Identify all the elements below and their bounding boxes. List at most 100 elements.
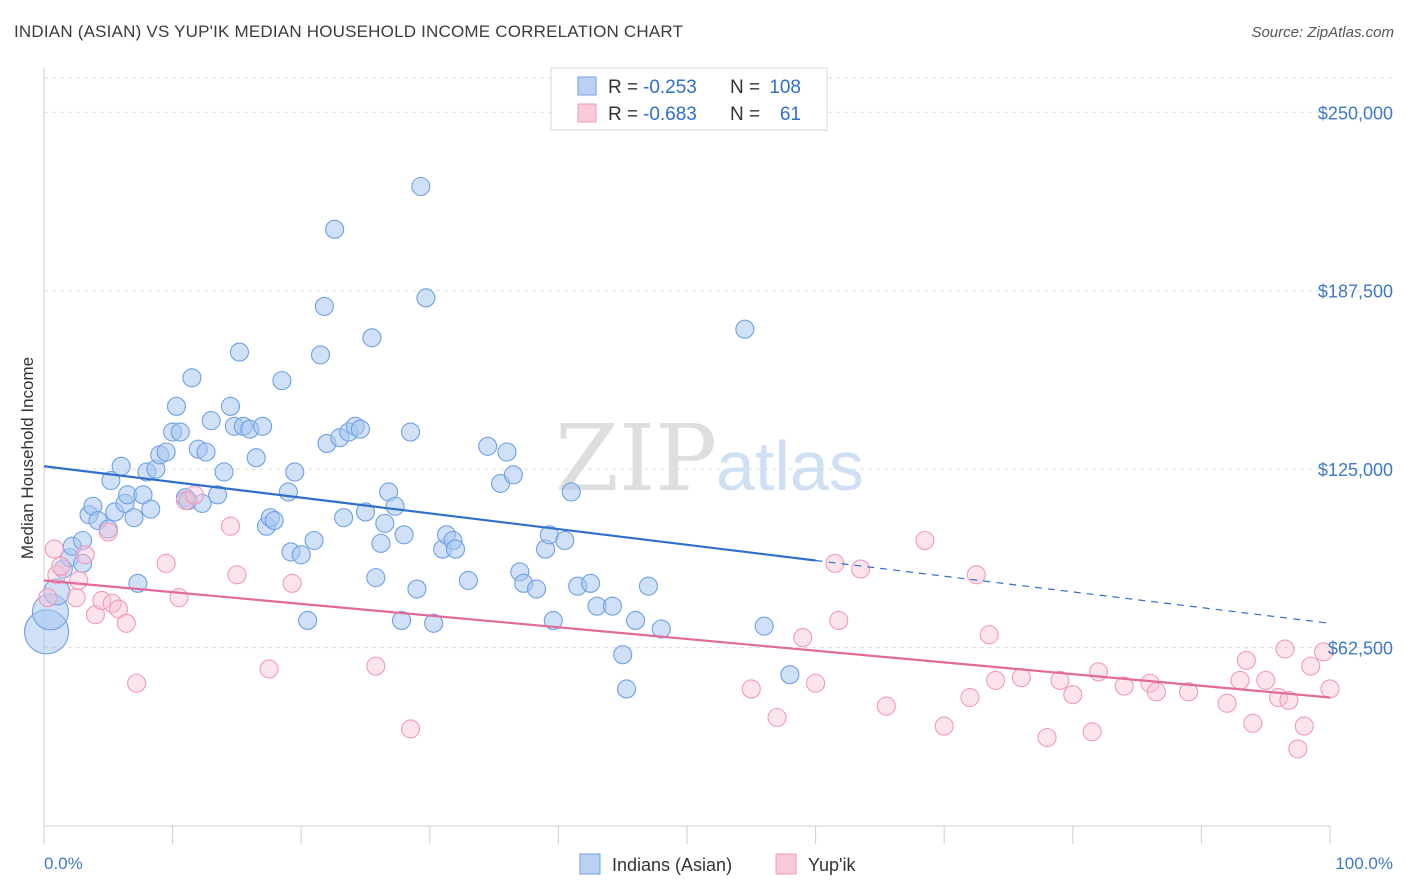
point-indians-75	[416, 288, 436, 308]
point-yupik-48	[1230, 670, 1250, 690]
point-indians-59	[334, 508, 354, 528]
bottom-legend-indians: Indians (Asian)	[612, 855, 732, 875]
point-indians-21	[141, 499, 161, 519]
point-yupik-24	[767, 707, 787, 728]
y-tick-label-3: $250,000	[1318, 103, 1393, 123]
axes	[43, 68, 1331, 844]
point-yupik-57	[1301, 656, 1321, 676]
point-indians-24	[156, 442, 176, 462]
point-yupik-35	[979, 625, 999, 645]
point-yupik-3	[66, 588, 86, 608]
point-indians-81	[458, 570, 478, 591]
point-yupik-5	[75, 545, 95, 565]
point-indians-42	[246, 448, 266, 468]
point-yupik-26	[806, 673, 826, 693]
point-indians-80	[445, 539, 466, 559]
point-indians-100	[626, 610, 646, 630]
point-indians-71	[394, 525, 414, 545]
point-yupik-28	[829, 610, 849, 630]
point-indians-99	[617, 679, 637, 699]
trend-line-indians-dashed	[815, 559, 1331, 624]
point-indians-39	[229, 342, 250, 362]
point-indians-57	[325, 219, 345, 239]
trend-line-indians	[43, 465, 816, 562]
point-indians-65	[366, 568, 386, 588]
x-tick-min: 0.0%	[44, 854, 83, 873]
y-tick-label-0: $62,500	[1328, 639, 1393, 659]
point-indians-64	[362, 328, 382, 348]
point-indians-62	[350, 419, 370, 439]
gridlines	[44, 77, 1395, 649]
point-indians-101	[638, 576, 658, 596]
point-indians-67	[375, 513, 395, 533]
point-indians-35	[208, 485, 228, 505]
point-yupik-18	[227, 565, 247, 585]
point-yupik-22	[400, 719, 421, 739]
point-yupik-40	[1063, 685, 1083, 705]
chart-title: INDIAN (ASIAN) VS YUP'IK MEDIAN HOUSEHOL…	[14, 22, 684, 41]
point-yupik-4	[69, 570, 89, 591]
point-yupik-55	[1288, 739, 1308, 759]
legend-n-value-1: 108	[769, 77, 801, 98]
point-yupik-54	[1279, 690, 1299, 710]
point-yupik-17	[220, 516, 241, 536]
point-yupik-51	[1256, 670, 1276, 690]
legend-n-label-1: N =	[730, 77, 760, 98]
point-indians-85	[503, 465, 523, 485]
series-legend: Indians (Asian) Yup'ik	[579, 853, 856, 875]
point-yupik-36	[986, 670, 1006, 690]
point-indians-50	[285, 462, 305, 482]
point-indians-74	[411, 176, 431, 197]
point-yupik-34	[966, 565, 986, 585]
point-indians-72	[400, 422, 421, 442]
point-indians-76	[424, 613, 444, 633]
point-yupik-45	[1146, 682, 1166, 702]
bottom-legend-swatch-pink	[775, 853, 797, 875]
point-yupik-15	[175, 490, 196, 511]
point-yupik-21	[366, 656, 386, 676]
point-indians-17	[124, 508, 144, 528]
point-yupik-43	[1114, 676, 1134, 696]
point-indians-36	[214, 462, 234, 482]
point-indians-43	[253, 416, 273, 436]
point-yupik-46	[1178, 682, 1199, 702]
point-indians-47	[272, 371, 292, 391]
legend-n-value-2: 61	[780, 104, 801, 125]
stats-legend: R = -0.253 N = 108 R = -0.683 N = 61	[550, 67, 828, 131]
point-yupik-29	[851, 559, 871, 579]
point-indians-97	[602, 596, 622, 616]
point-yupik-38	[1037, 727, 1057, 748]
point-indians-52	[298, 610, 318, 630]
point-indians-14	[111, 456, 131, 476]
point-yupik-23	[741, 679, 761, 699]
point-indians-7	[73, 530, 93, 551]
point-yupik-58	[1314, 642, 1334, 662]
legend-r-label-1: R =	[608, 77, 638, 98]
point-indians-48	[278, 482, 298, 502]
point-indians-93	[561, 482, 581, 502]
point-indians-105	[780, 665, 800, 685]
point-indians-88	[526, 579, 547, 599]
bottom-legend-yupik: Yup'ik	[808, 855, 856, 875]
point-indians-33	[196, 442, 216, 462]
point-indians-104	[754, 616, 774, 636]
point-yupik-2	[51, 556, 71, 576]
point-yupik-47	[1217, 693, 1237, 713]
point-indians-69	[385, 496, 405, 516]
point-yupik-33	[960, 687, 980, 708]
legend-r-value-1: -0.253	[643, 77, 697, 98]
point-yupik-20	[282, 573, 302, 593]
point-yupik-11	[116, 613, 136, 633]
y-tick-label-1: $125,000	[1318, 460, 1393, 480]
series-indians-asian	[24, 176, 800, 699]
point-indians-66	[371, 533, 391, 553]
point-indians-55	[314, 296, 334, 316]
point-indians-30	[182, 368, 202, 388]
point-indians-103	[735, 319, 755, 339]
point-yupik-13	[156, 553, 176, 573]
point-indians-27	[170, 422, 190, 442]
point-yupik-6	[85, 605, 105, 625]
point-yupik-41	[1082, 722, 1102, 742]
point-yupik-16	[184, 485, 205, 505]
